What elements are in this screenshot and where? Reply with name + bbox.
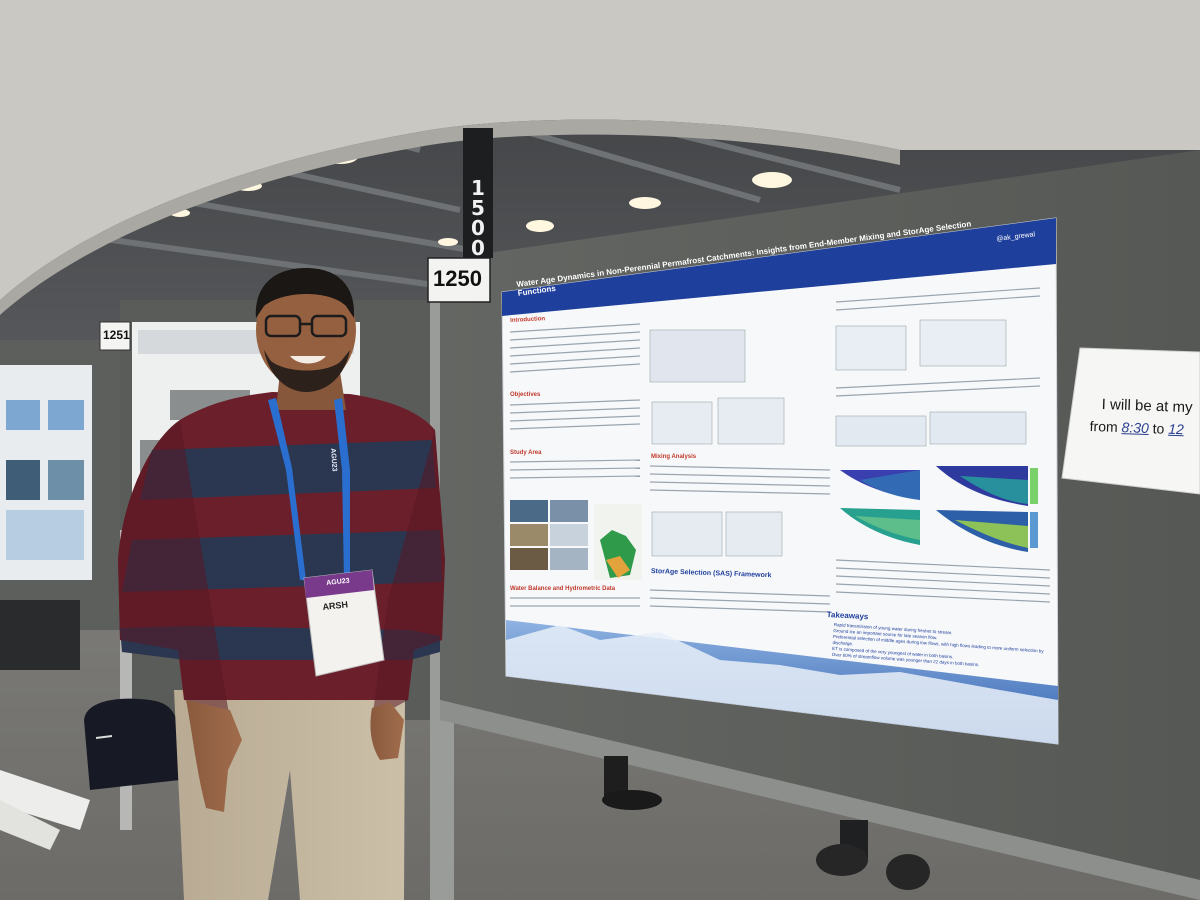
section-mixing-analysis: Mixing Analysis [651, 454, 697, 460]
left-poster-far-figures [6, 400, 84, 560]
background-person [0, 600, 80, 670]
poster-header [502, 218, 1056, 316]
note-time-start: 8:30 [1121, 419, 1150, 437]
board-number-1250: 1250 [433, 266, 482, 291]
note-from: from [1089, 418, 1118, 435]
background-legs-center [604, 756, 628, 796]
background-shoe-right-2 [886, 854, 930, 890]
lanyard-left [268, 398, 306, 580]
person-left-arm [118, 420, 230, 720]
person-left-hand [186, 700, 242, 812]
badge-header [304, 570, 374, 598]
person-face [256, 272, 356, 388]
section-water-balance: Water Balance and Hydrometric Data [510, 586, 616, 592]
poster-text-lines [509, 287, 1051, 613]
note-line-1: I will be at my [1101, 396, 1193, 417]
section-study-area: Study Area [510, 450, 542, 456]
board-main-sign-bg [427, 257, 491, 303]
note-line-2: from 8:30 to 12 [1089, 418, 1184, 437]
poster-tube-2 [0, 800, 60, 850]
board-number-1251: 1251 [103, 328, 130, 342]
person-glasses [264, 314, 348, 338]
poster-tubes [0, 770, 90, 830]
background-shoe-right [816, 844, 868, 876]
backpack [84, 698, 181, 790]
board-left-sign-bg [99, 321, 131, 351]
lanyard-right [334, 398, 350, 580]
study-area-photos [510, 500, 642, 580]
aisle-sign-bg [463, 128, 493, 258]
section-objectives: Objectives [510, 392, 541, 398]
arch-frame [0, 0, 1200, 300]
note-time-end: 12 [1168, 420, 1185, 438]
board-main-bottom-rail [440, 700, 1200, 900]
arch-edge [0, 119, 900, 315]
poster-snow-peaks [506, 625, 1058, 744]
person-right-arm [372, 430, 445, 720]
paper-note [1061, 347, 1200, 495]
background-shoe [602, 790, 662, 810]
person-hair [255, 268, 355, 318]
poster-figures [649, 319, 1038, 557]
person-right-hand [370, 702, 404, 760]
person-smile [290, 356, 326, 364]
backpack-logo [95, 735, 113, 739]
note-to: to [1152, 420, 1165, 437]
person-beard [264, 350, 350, 392]
aisle-number-sign: 1500 [471, 176, 485, 260]
